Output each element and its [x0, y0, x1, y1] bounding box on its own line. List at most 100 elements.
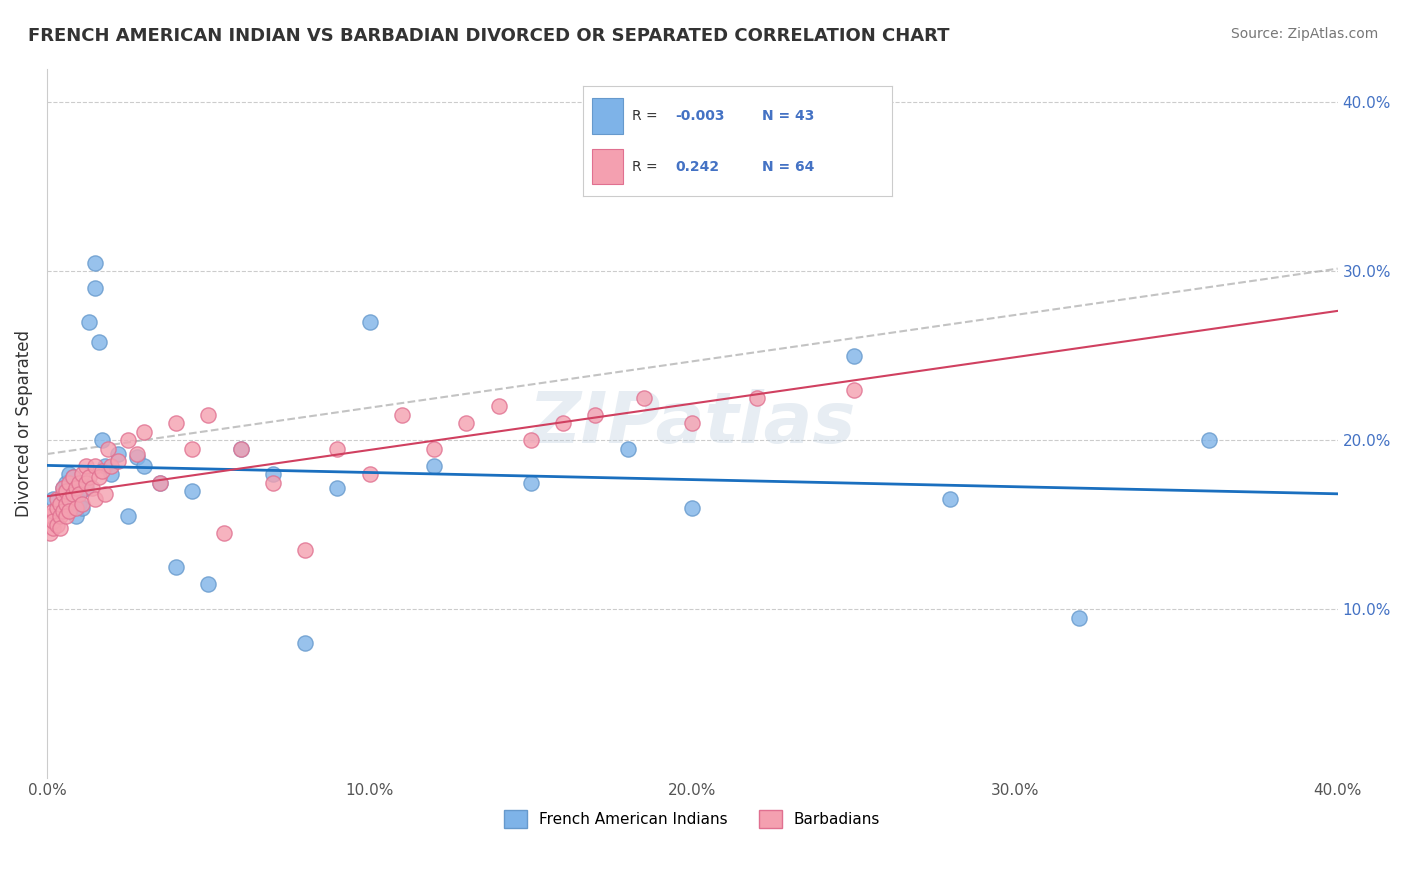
Y-axis label: Divorced or Separated: Divorced or Separated — [15, 330, 32, 516]
Point — [842, 349, 865, 363]
Point — [65, 500, 87, 515]
Point — [165, 417, 187, 431]
Point — [62, 470, 84, 484]
Point — [1198, 434, 1220, 448]
Point — [94, 487, 117, 501]
Point — [100, 467, 122, 481]
Point — [58, 504, 80, 518]
Point — [52, 481, 75, 495]
Point — [326, 481, 349, 495]
Point — [84, 256, 107, 270]
Point — [149, 475, 172, 490]
Point — [55, 483, 77, 498]
Point — [65, 483, 87, 498]
Point — [58, 467, 80, 481]
Point — [67, 487, 90, 501]
Point — [262, 467, 284, 481]
Point — [745, 391, 768, 405]
Point — [42, 521, 65, 535]
Point — [90, 464, 112, 478]
Point — [132, 425, 155, 439]
Point — [75, 458, 97, 473]
Point — [52, 487, 75, 501]
Point — [197, 408, 219, 422]
Point — [45, 492, 67, 507]
Point — [49, 509, 72, 524]
Point — [55, 475, 77, 490]
Point — [52, 487, 75, 501]
Point — [72, 498, 94, 512]
Point — [42, 504, 65, 518]
Point — [84, 492, 107, 507]
Point — [94, 458, 117, 473]
Point — [45, 500, 67, 515]
Point — [127, 447, 149, 461]
Point — [520, 434, 543, 448]
Point — [90, 434, 112, 448]
Point — [67, 487, 90, 501]
Point — [181, 442, 204, 456]
Point — [197, 577, 219, 591]
Point — [62, 487, 84, 501]
Point — [58, 498, 80, 512]
Point — [72, 500, 94, 515]
Point — [62, 470, 84, 484]
Point — [633, 391, 655, 405]
Point — [842, 383, 865, 397]
Point — [42, 492, 65, 507]
Point — [585, 408, 607, 422]
Point — [39, 526, 62, 541]
Point — [55, 509, 77, 524]
Point — [100, 458, 122, 473]
Point — [681, 417, 703, 431]
Point — [65, 481, 87, 495]
Point — [77, 470, 100, 484]
Point — [681, 500, 703, 515]
Point — [80, 481, 103, 495]
Text: Source: ZipAtlas.com: Source: ZipAtlas.com — [1230, 27, 1378, 41]
Point — [49, 498, 72, 512]
Point — [488, 400, 510, 414]
Point — [52, 481, 75, 495]
Point — [939, 492, 962, 507]
Point — [553, 417, 575, 431]
Point — [87, 470, 110, 484]
Point — [1069, 610, 1091, 624]
Point — [77, 315, 100, 329]
Point — [107, 447, 129, 461]
Point — [84, 458, 107, 473]
Point — [39, 509, 62, 524]
Point — [294, 543, 316, 558]
Point — [67, 498, 90, 512]
Point — [58, 475, 80, 490]
Point — [294, 636, 316, 650]
Point — [359, 315, 381, 329]
Point — [45, 517, 67, 532]
Point — [456, 417, 478, 431]
Point — [149, 475, 172, 490]
Point — [97, 442, 120, 456]
Text: ZIPatlas: ZIPatlas — [529, 389, 856, 458]
Point — [229, 442, 252, 456]
Point — [72, 475, 94, 490]
Point — [55, 498, 77, 512]
Text: FRENCH AMERICAN INDIAN VS BARBADIAN DIVORCED OR SEPARATED CORRELATION CHART: FRENCH AMERICAN INDIAN VS BARBADIAN DIVO… — [28, 27, 949, 45]
Point — [391, 408, 413, 422]
Point — [520, 475, 543, 490]
Point — [49, 521, 72, 535]
Point — [72, 467, 94, 481]
Point — [423, 458, 446, 473]
Point — [58, 492, 80, 507]
Point — [423, 442, 446, 456]
Point — [326, 442, 349, 456]
Point — [616, 442, 638, 456]
Point — [127, 450, 149, 465]
Point — [52, 504, 75, 518]
Point — [165, 560, 187, 574]
Point — [75, 481, 97, 495]
Point — [117, 434, 139, 448]
Point — [84, 281, 107, 295]
Point — [62, 492, 84, 507]
Point — [67, 475, 90, 490]
Point — [65, 509, 87, 524]
